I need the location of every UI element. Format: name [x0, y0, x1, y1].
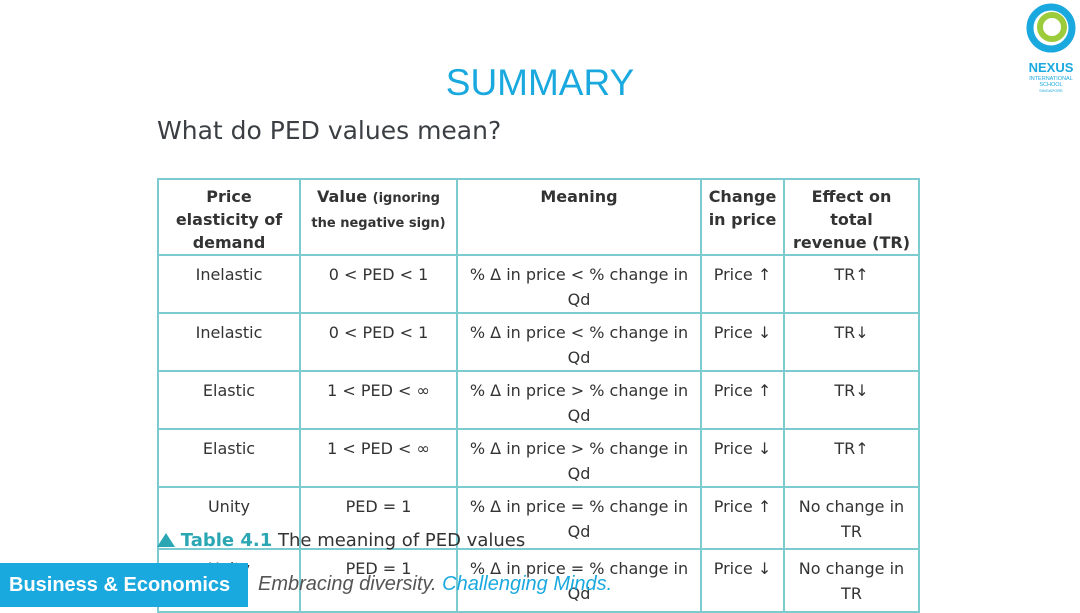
table-cell: Price ↑ — [700, 254, 785, 314]
table-row: Inelastic 0 < PED < 1% Δ in price < % cha… — [157, 254, 920, 314]
table-cell: TR↓ — [783, 370, 920, 430]
table-cell: % Δ in price < % change in Qd — [456, 312, 702, 372]
table-cell: TR↓ — [783, 312, 920, 372]
table-row: Elastic 1 < PED < ∞% Δ in price > % chang… — [157, 370, 920, 430]
table-cell: TR↑ — [783, 428, 920, 488]
table-cell: 0 < PED < 1 — [299, 312, 458, 372]
table-cell: % Δ in price = % change in Qd — [456, 486, 702, 550]
table-cell: 1 < PED < ∞ — [299, 428, 458, 488]
table-cell: Unity — [157, 486, 301, 550]
table-cell: TR↑ — [783, 254, 920, 314]
table-cell: Price ↓ — [700, 548, 785, 613]
logo-line: INTERNATIONAL — [1029, 76, 1073, 82]
table-cell: Price ↓ — [700, 312, 785, 372]
logo-ring-inner — [1037, 12, 1067, 42]
table-cell: 1 < PED < ∞ — [299, 370, 458, 430]
subtitle: What do PED values mean? — [157, 116, 502, 145]
logo-name: NEXUS — [1029, 60, 1074, 75]
header-row: Price elasticity of demand Value (ignorin… — [157, 178, 920, 256]
table-cell: Elastic — [157, 370, 301, 430]
table-cell: No change in TR — [783, 548, 920, 613]
caption: Table 4.1 The meaning of PED values — [157, 530, 525, 551]
table-cell: PED = 1 — [299, 486, 458, 550]
header-cell: Effect on total revenue (TR) — [783, 178, 920, 256]
logo: NEXUS INTERNATIONAL SCHOOL SINGAPORE — [1026, 3, 1076, 93]
ped-table: Price elasticity of demand Value (ignorin… — [157, 178, 920, 613]
table-cell: No change in TR — [783, 486, 920, 550]
table-cell: 0 < PED < 1 — [299, 254, 458, 314]
table-row: Elastic 1 < PED < ∞% Δ in price > % chang… — [157, 428, 920, 488]
caption-triangle — [157, 533, 175, 547]
title: SUMMARY — [445, 62, 635, 103]
header-cell: Price elasticity of demand — [157, 178, 301, 256]
table-cell: PED = 1 — [299, 548, 458, 613]
table-cell: % Δ in price > % change in Qd — [456, 428, 702, 488]
footer-subject-box: Business & Economics — [0, 563, 248, 607]
footer-subject: Business & Economics — [9, 574, 231, 596]
table-row: Inelastic 0 < PED < 1% Δ in price < % cha… — [157, 312, 920, 372]
logo-line: SCHOOL — [1039, 82, 1062, 88]
logo-ring — [1026, 3, 1076, 53]
table-cell: Price ↑ — [700, 486, 785, 550]
caption-text: The meaning of PED values — [278, 530, 526, 551]
header-cell: Meaning — [456, 178, 702, 256]
table-cell: % Δ in price > % change in Qd — [456, 370, 702, 430]
header-cell: Value (ignoring the negative sign) — [299, 178, 458, 256]
motto-part: Embracing diversity. — [258, 573, 437, 595]
table-cell: Elastic — [157, 428, 301, 488]
footer-motto: Embracing diversity. Challenging Minds. — [258, 573, 612, 596]
caption-label: Table 4.1 — [180, 530, 273, 551]
table-cell: Price ↓ — [700, 428, 785, 488]
table-cell: Inelastic — [157, 254, 301, 314]
motto-part: Challenging Minds. — [442, 573, 613, 595]
table-cell: Price ↑ — [700, 370, 785, 430]
header-cell: Change in price — [700, 178, 785, 256]
table-cell: % Δ in price < % change in Qd — [456, 254, 702, 314]
table-cell: Inelastic — [157, 312, 301, 372]
header-note: (ignoring the negative sign) — [311, 191, 446, 231]
logo-line: SINGAPORE — [1039, 88, 1063, 93]
header-main: Value — [317, 187, 368, 206]
